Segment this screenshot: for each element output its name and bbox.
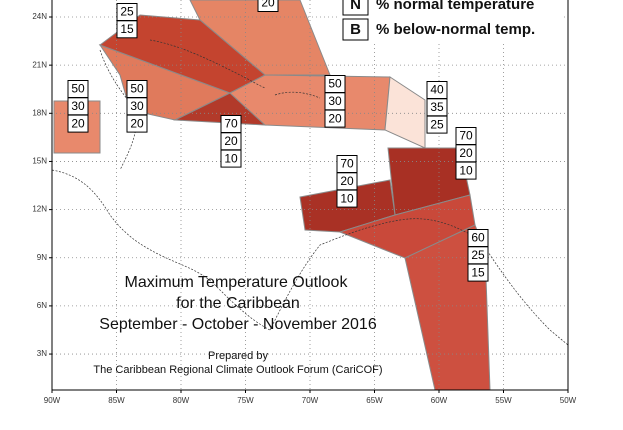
lon-label: 85W: [108, 396, 125, 405]
lat-label: 3N: [37, 349, 47, 358]
coastline: [149, 39, 266, 89]
probability-box: 70 20 10: [455, 127, 477, 180]
probability-value: 10: [459, 163, 473, 177]
box-cell: [116, 20, 138, 39]
lat-label: 12N: [32, 205, 47, 214]
lon-label: 65W: [366, 396, 383, 405]
lat-label: 9N: [37, 253, 47, 262]
lon-label: 90W: [44, 396, 61, 405]
probability-box: 60 25 15: [467, 229, 489, 282]
box-cell: [324, 109, 346, 128]
lon-label: 70W: [302, 396, 319, 405]
box-cell: [455, 161, 477, 180]
probability-box: 50 30 20: [67, 80, 89, 133]
box-cell: [257, 0, 279, 12]
probability-value: 20: [71, 116, 85, 130]
probability-box: 50 30 20: [126, 80, 148, 133]
probability-value: 50: [130, 82, 144, 96]
legend-key: N: [350, 0, 361, 13]
probability-value: 20: [340, 174, 354, 188]
lon-label: 80W: [173, 396, 190, 405]
coastlines: [51, 39, 569, 346]
probability-box: 40 35 25: [426, 81, 448, 134]
probability-value: 15: [471, 265, 485, 279]
coastline: [274, 91, 321, 99]
legend-label: % below-normal temp.: [376, 21, 535, 38]
credit-line: Prepared by: [208, 350, 268, 362]
probability-value: 30: [71, 99, 85, 113]
lat-label: 18N: [32, 108, 47, 117]
lon-label: 60W: [431, 396, 448, 405]
probability-box: 50 30 20: [324, 75, 346, 128]
probability-box: 70 20 10: [220, 115, 242, 168]
probability-value: 40: [430, 83, 444, 97]
lon-label: 75W: [237, 396, 254, 405]
lat-label: 15N: [32, 157, 47, 166]
lat-label: 24N: [32, 12, 47, 21]
coastline: [99, 49, 137, 171]
probability-value: 10: [340, 191, 354, 205]
box-cell: [467, 263, 489, 282]
probability-box: 70 20 10: [336, 155, 358, 208]
probability-value: 20: [224, 134, 238, 148]
probability-value: 70: [224, 117, 238, 131]
legend: N % normal temperature B % below-normal …: [338, 0, 563, 44]
box-cell: [336, 189, 358, 208]
probability-value: 25: [120, 5, 134, 19]
lat-label: 21N: [32, 60, 47, 69]
box-cell: [220, 149, 242, 168]
probability-value: 20: [130, 116, 144, 130]
probability-value: 30: [130, 99, 144, 113]
probability-value: 30: [328, 94, 342, 108]
region: [384, 76, 426, 149]
title-line: for the Caribbean: [176, 295, 300, 312]
lat-label: 6N: [37, 301, 47, 310]
probability-value: 25: [430, 117, 444, 131]
legend-key-box: [342, 18, 369, 41]
coastline: [269, 218, 569, 346]
title-line: September - October - November 2016: [99, 316, 377, 333]
probability-box: 20: [257, 0, 279, 12]
legend-background: [338, 0, 563, 44]
probability-value: 10: [224, 151, 238, 165]
probability-value: 70: [340, 157, 354, 171]
box-cell: [426, 115, 448, 134]
box-cell: [67, 114, 89, 133]
lon-label: 50W: [560, 396, 577, 405]
title-line: Maximum Temperature Outlook: [125, 274, 349, 291]
probability-value: 50: [328, 77, 342, 91]
coastline: [51, 169, 271, 331]
box-cell: [126, 114, 148, 133]
probability-value: 50: [71, 82, 85, 96]
probability-value: 20: [261, 0, 275, 10]
lon-label: 55W: [495, 396, 512, 405]
credit-line: The Caribbean Regional Climate Outlook F…: [93, 364, 382, 376]
legend-key: B: [350, 21, 361, 38]
probability-value: 60: [471, 231, 485, 245]
probability-value: 70: [459, 129, 473, 143]
probability-value: 25: [471, 248, 485, 262]
legend-label: % normal temperature: [376, 0, 534, 13]
probability-value: 35: [430, 100, 444, 114]
legend-key-box: [342, 0, 369, 16]
probability-value: 15: [120, 22, 134, 36]
probability-value: 20: [459, 146, 473, 160]
probability-value: 20: [328, 111, 342, 125]
region: [189, 0, 331, 76]
